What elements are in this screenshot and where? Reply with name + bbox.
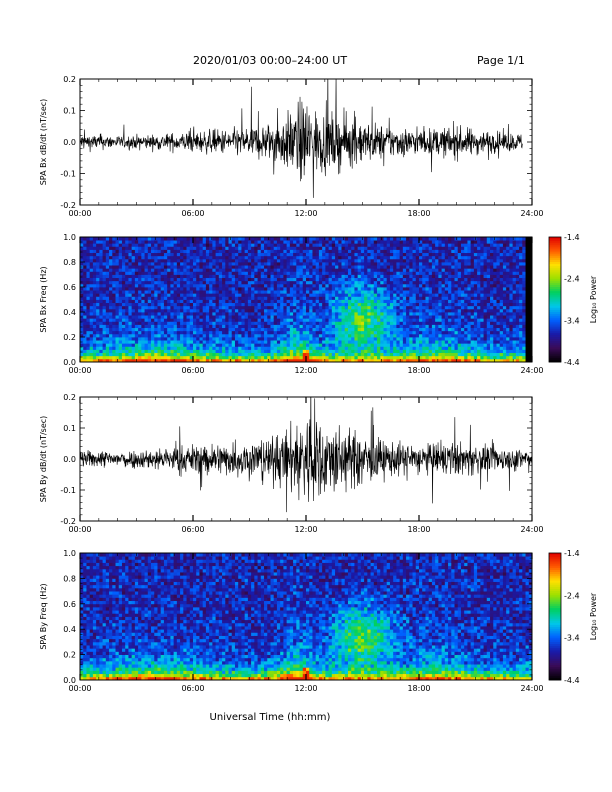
y-tick-label: 0.8	[63, 258, 76, 267]
x-tick-label: 12:00	[294, 209, 317, 218]
y-tick-label: 0.4	[63, 625, 76, 634]
x-tick-label: 00:00	[68, 525, 91, 534]
x-tick-label: 24:00	[520, 525, 543, 534]
y-tick-label: 0.0	[63, 676, 76, 685]
x-tick-label: 00:00	[68, 209, 91, 218]
colorbar-tick-label: -3.4	[564, 316, 580, 325]
y-axis-label: SPA Bx Freq (Hz)	[39, 266, 48, 332]
x-tick-label: 12:00	[294, 366, 317, 375]
x-axis-label: Universal Time (hh:mm)	[210, 712, 331, 723]
x-tick-label: 06:00	[181, 209, 204, 218]
colorbar-tick-label: -4.4	[564, 358, 580, 367]
x-tick-label: 24:00	[520, 209, 543, 218]
spectrogram-cells	[80, 553, 533, 681]
y-tick-label: 0.1	[63, 424, 76, 433]
colorbar-tick-label: -1.4	[564, 233, 580, 242]
y-tick-label: -0.1	[60, 486, 76, 495]
y-tick-label: 0.2	[63, 393, 76, 402]
x-tick-label: 18:00	[407, 209, 430, 218]
panel-2: -1.4 -2.4 -3.4 -4.4 Log₁₀ Power 0.0 0.2 0.4 0.6 0…	[39, 233, 598, 375]
y-tick-label: -0.2	[60, 201, 76, 210]
y-tick-label: 0.0	[63, 455, 76, 464]
y-tick-label: 1.0	[63, 233, 76, 242]
x-tick-label: 12:00	[294, 525, 317, 534]
colorbar-frame	[548, 236, 562, 363]
y-tick-label: 0.2	[63, 333, 76, 342]
colorbar-tick-label: -1.4	[564, 549, 580, 558]
x-tick-label: 12:00	[294, 684, 317, 693]
x-tick-label: 06:00	[181, 525, 204, 534]
x-tick-label: 00:00	[68, 366, 91, 375]
panel-1: -0.2 -0.1 0.0 0.1 0.2 00:00 06:00 12:00 18:00 24:…	[39, 75, 544, 218]
spectrogram-cells	[80, 237, 533, 363]
page-number: Page 1/1	[477, 54, 525, 67]
y-tick-label: 0.2	[63, 75, 76, 84]
colorbar-tick-label: -4.4	[564, 676, 580, 685]
trace-line	[80, 79, 523, 198]
y-tick-label: 1.0	[63, 549, 76, 558]
y-tick-label: -0.2	[60, 517, 76, 526]
colorbar: -1.4 -2.4 -3.4 -4.4 Log₁₀ Power	[548, 233, 598, 367]
y-axis-label: SPA By Freq (Hz)	[39, 583, 48, 649]
y-tick-label: 0.8	[63, 574, 76, 583]
y-tick-label: 0.2	[63, 651, 76, 660]
panel-4: -1.4 -2.4 -3.4 -4.4 Log₁₀ Power 0.0 0.2 0.4 0.6 0…	[39, 549, 598, 693]
x-tick-label: 06:00	[181, 684, 204, 693]
trace-line	[80, 397, 532, 513]
x-tick-label: 18:00	[407, 684, 430, 693]
y-tick-label: 0.1	[63, 107, 76, 116]
x-tick-label: 24:00	[520, 366, 543, 375]
y-tick-label: 0.6	[63, 600, 76, 609]
colorbar: -1.4 -2.4 -3.4 -4.4 Log₁₀ Power	[548, 549, 598, 685]
colorbar-tick-label: -2.4	[564, 275, 580, 284]
x-tick-label: 00:00	[68, 684, 91, 693]
y-axis-label: SPA By dB/dt (nT/sec)	[39, 416, 48, 503]
y-tick-label: 0.6	[63, 283, 76, 292]
x-tick-label: 18:00	[407, 366, 430, 375]
y-tick-label: -0.1	[60, 170, 76, 179]
x-tick-label: 06:00	[181, 366, 204, 375]
y-tick-label: 0.4	[63, 308, 76, 317]
y-tick-label: 0.0	[63, 358, 76, 367]
colorbar-tick-label: -2.4	[564, 591, 580, 600]
x-tick-label: 24:00	[520, 684, 543, 693]
colorbar-label: Log₁₀ Power	[589, 592, 598, 640]
y-axis-label: SPA Bx dB/dt (nT/sec)	[39, 99, 48, 186]
x-tick-label: 18:00	[407, 525, 430, 534]
page-title: 2020/01/03 00:00–24:00 UT	[193, 54, 348, 67]
colorbar-tick-label: -3.4	[564, 634, 580, 643]
colorbar-label: Log₁₀ Power	[589, 275, 598, 323]
colorbar-frame	[548, 552, 562, 681]
panel-3: -0.2 -0.1 0.0 0.1 0.2 00:00 06:00 12:00 18:00 24:…	[39, 393, 544, 534]
y-tick-label: 0.0	[63, 138, 76, 147]
